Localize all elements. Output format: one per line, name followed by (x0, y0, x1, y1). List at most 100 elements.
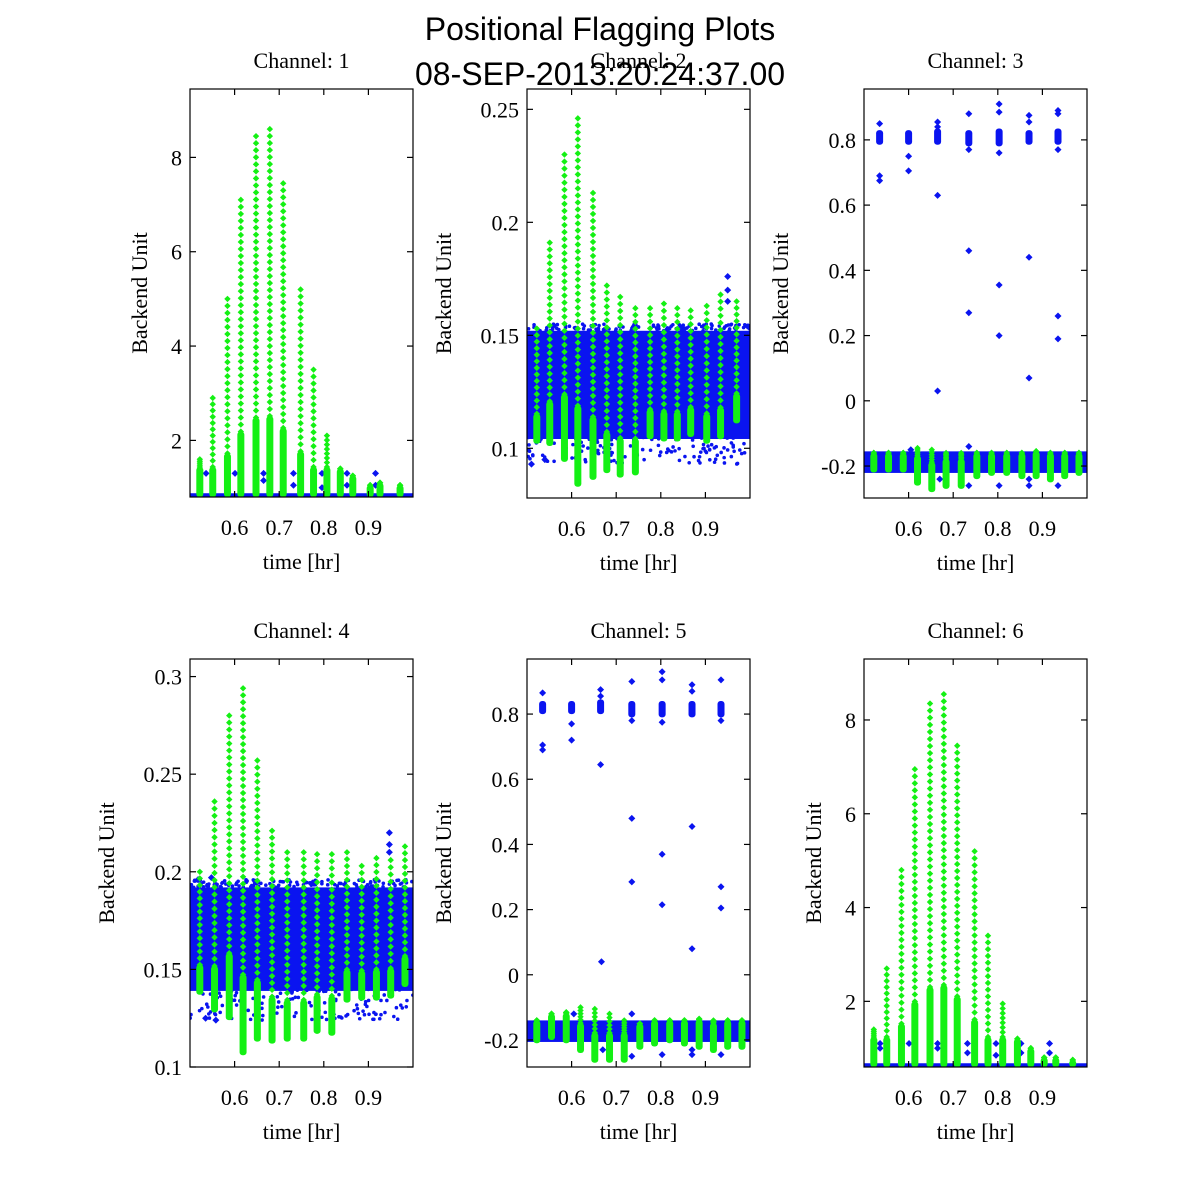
flagged-point (280, 403, 287, 411)
flagged-stripe-core (971, 1019, 979, 1067)
flagged-point (971, 939, 978, 946)
unflagged-point (683, 454, 687, 459)
flagged-point (911, 906, 919, 914)
flagged-point (237, 323, 245, 330)
flagged-point (954, 798, 961, 805)
unflagged-point (701, 328, 705, 333)
flagged-point (343, 849, 351, 856)
flagged-point (268, 993, 276, 1000)
flagged-point (1003, 449, 1010, 457)
flagged-point (268, 848, 276, 855)
flagged-point (297, 293, 304, 300)
outlier-point (628, 1010, 636, 1018)
y-tick-label: 0.8 (829, 128, 857, 153)
flagged-point (940, 712, 948, 719)
flagged-point (224, 450, 231, 457)
flagged-point (266, 363, 274, 371)
flagged-point (196, 895, 204, 902)
flagged-point (674, 408, 681, 415)
flagged-stripe-core (724, 1020, 732, 1050)
flagged-point (297, 384, 304, 392)
flagged-point (284, 870, 291, 877)
flagged-point (561, 271, 568, 278)
flagged-point (591, 1025, 598, 1033)
unflagged-point (379, 1012, 383, 1017)
flagged-point (940, 960, 948, 967)
unflagged-point (697, 322, 701, 327)
flagged-point (674, 360, 681, 367)
flagged-point (323, 450, 331, 457)
flagged-point (911, 801, 919, 808)
flagged-point (252, 400, 260, 407)
flagged-point (632, 304, 639, 312)
flagged-point (926, 863, 934, 870)
flagged-point (717, 361, 724, 369)
flagged-stripe-core (237, 431, 245, 497)
flagged-point (254, 863, 261, 870)
flagged-point (574, 199, 582, 206)
outlier-point (965, 442, 973, 450)
flagged-point (226, 915, 233, 922)
flagged-point (703, 381, 710, 388)
unflagged-point (725, 436, 730, 440)
flagged-point (343, 924, 351, 932)
flagged-point (632, 407, 639, 415)
flagged-point (252, 273, 260, 281)
unflagged-point (292, 1014, 297, 1019)
flagged-point (373, 861, 380, 869)
flagged-point (574, 367, 582, 374)
flagged-point (239, 740, 247, 748)
flagged-stripe-core (651, 1020, 659, 1047)
outlier-point (539, 689, 547, 697)
flagged-stripe-core (387, 968, 395, 999)
flagged-point (617, 364, 624, 371)
flagged-point (632, 346, 639, 353)
flagged-point (268, 965, 276, 973)
flagged-point (224, 387, 231, 394)
flagged-point (254, 976, 261, 983)
flagged-point (343, 931, 351, 939)
flagged-point (533, 358, 541, 365)
flagged-point (280, 305, 287, 313)
flagged-point (926, 934, 934, 941)
flagged-point (224, 415, 231, 422)
y-tick-label: 0.2 (492, 210, 520, 235)
flagged-point (211, 912, 218, 920)
flagged-point (940, 981, 948, 989)
flagged-point (911, 773, 919, 780)
outlier-cluster (568, 701, 576, 715)
flagged-point (310, 394, 317, 401)
unflagged-point (393, 987, 398, 992)
x-tick-label: 0.6 (221, 515, 249, 540)
flagged-point (546, 336, 553, 343)
flagged-point (300, 870, 307, 877)
flagged-point (196, 463, 204, 471)
flagged-point (589, 203, 597, 211)
flagged-point (313, 984, 321, 991)
flagged-point (300, 849, 307, 856)
flagged-point (268, 889, 276, 897)
flagged-point (926, 877, 934, 884)
unflagged-point (338, 1015, 343, 1019)
flagged-point (323, 445, 331, 453)
flagged-point (589, 357, 597, 365)
flagged-point (926, 948, 934, 955)
unflagged-point (655, 327, 659, 332)
flagged-point (926, 955, 934, 962)
flagged-point (632, 339, 639, 346)
flagged-point (954, 763, 961, 770)
flagged-point (300, 933, 307, 940)
flagged-point (297, 300, 304, 307)
flagged-point (898, 1013, 905, 1020)
flagged-point (266, 405, 274, 413)
flagged-point (387, 907, 394, 914)
unflagged-point (742, 451, 747, 455)
flagged-point (323, 436, 331, 444)
flagged-point (252, 379, 260, 386)
flagged-point (237, 421, 245, 428)
subplot-title: Channel: 3 (928, 48, 1024, 73)
outlier-cluster (995, 128, 1003, 147)
unflagged-point (220, 881, 224, 886)
flagged-point (226, 831, 233, 838)
flagged-point (926, 976, 934, 984)
